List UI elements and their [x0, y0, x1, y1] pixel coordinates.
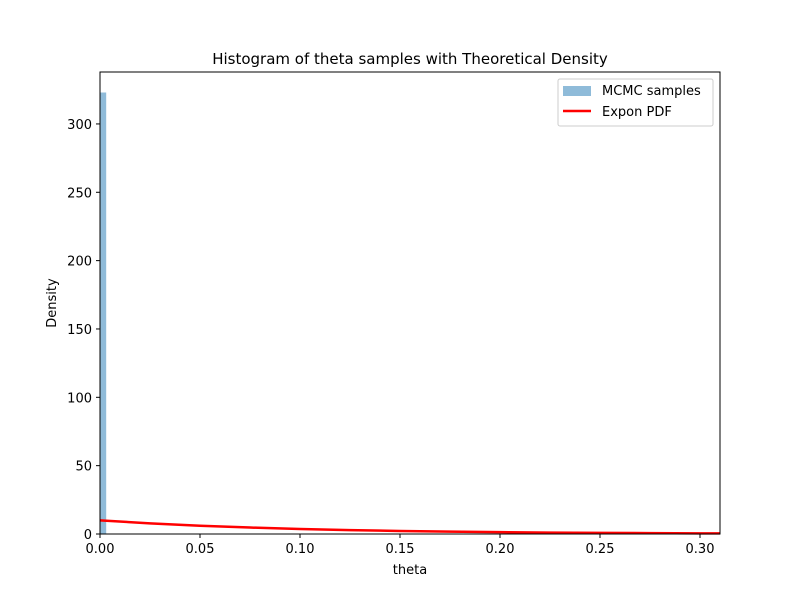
histogram-bar-0 — [100, 92, 107, 534]
chart-title: Histogram of theta samples with Theoreti… — [212, 50, 608, 68]
x-axis-label: theta — [393, 563, 427, 578]
y-tick-label: 200 — [67, 255, 92, 270]
x-tick-label: 0.25 — [586, 542, 615, 557]
legend: MCMC samples Expon PDF — [557, 78, 714, 127]
x-tick-label: 0.05 — [186, 542, 215, 557]
y-axis-ticks: 0 50 100 150 200 250 300 — [67, 118, 100, 543]
y-axis-label: Density — [45, 278, 60, 328]
x-axis-ticks: 0.00 0.05 0.10 0.15 0.20 0.25 0.30 — [86, 534, 715, 557]
x-tick-label: 0.20 — [486, 542, 515, 557]
x-tick-label: 0.10 — [286, 542, 315, 557]
y-tick-label: 300 — [67, 118, 92, 133]
y-tick-label: 150 — [67, 323, 92, 338]
expon-pdf-line — [99, 519, 721, 535]
y-tick-label: 50 — [75, 460, 92, 475]
y-tick-label: 0 — [84, 528, 92, 543]
axes-frame — [99, 71, 721, 535]
x-tick-label: 0.00 — [86, 542, 115, 557]
legend-box — [557, 78, 714, 127]
x-tick-label: 0.15 — [386, 542, 415, 557]
y-tick-label: 100 — [67, 391, 92, 406]
x-tick-label: 0.30 — [686, 542, 715, 557]
legend-swatch-mcmc-samples — [563, 86, 591, 96]
plot-area — [99, 92, 721, 535]
y-tick-label: 250 — [67, 186, 92, 201]
legend-label-expon-pdf: Expon PDF — [602, 105, 672, 120]
legend-label-mcmc-samples: MCMC samples — [602, 84, 701, 99]
